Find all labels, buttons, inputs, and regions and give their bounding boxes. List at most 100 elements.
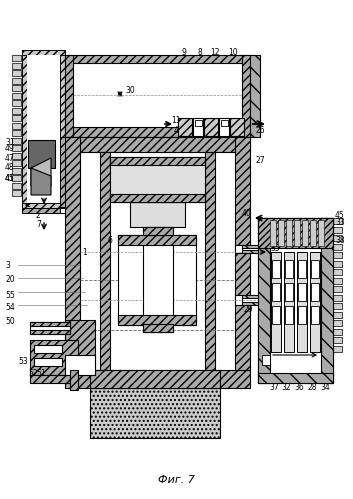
Bar	[311, 283, 319, 301]
Bar	[12, 77, 21, 83]
Bar	[30, 330, 70, 334]
Bar	[22, 50, 65, 55]
Bar	[118, 235, 196, 245]
Bar	[242, 295, 258, 305]
Bar	[30, 375, 70, 383]
Bar	[242, 295, 258, 298]
Bar	[258, 218, 333, 228]
Bar	[12, 190, 21, 196]
Bar	[30, 322, 70, 326]
Bar	[271, 252, 281, 352]
Bar	[65, 55, 250, 63]
Bar	[12, 115, 21, 121]
Bar	[298, 283, 306, 301]
Text: 29: 29	[244, 305, 253, 314]
Text: 55: 55	[5, 290, 15, 299]
Text: 8: 8	[197, 47, 202, 56]
Bar	[235, 137, 250, 370]
Bar	[311, 260, 319, 278]
Text: 46: 46	[174, 126, 184, 135]
Bar	[278, 220, 284, 246]
Bar	[73, 63, 242, 127]
Bar	[22, 50, 27, 208]
Bar	[100, 152, 110, 370]
Bar	[12, 62, 21, 68]
Bar	[262, 355, 270, 365]
Text: 27: 27	[255, 156, 265, 165]
Bar	[333, 337, 342, 343]
Bar	[318, 220, 324, 246]
Bar	[258, 373, 333, 383]
Bar	[130, 202, 185, 227]
Bar	[230, 118, 244, 136]
Bar	[143, 227, 173, 235]
Bar	[110, 157, 205, 202]
Text: 40: 40	[242, 209, 252, 218]
Bar	[12, 85, 21, 91]
Bar	[90, 370, 220, 388]
Bar	[118, 315, 196, 325]
Text: 30: 30	[125, 85, 135, 94]
Bar	[65, 320, 95, 375]
Bar	[310, 252, 320, 352]
Bar	[12, 130, 21, 136]
Bar	[12, 175, 21, 181]
Bar	[12, 92, 21, 98]
Bar	[12, 160, 21, 166]
Text: 4: 4	[156, 275, 160, 284]
Text: 9: 9	[182, 47, 187, 56]
Bar	[143, 227, 173, 332]
Bar	[286, 220, 292, 246]
Text: 45: 45	[5, 174, 15, 183]
Bar	[285, 306, 293, 324]
Bar	[298, 260, 306, 278]
Bar	[258, 218, 333, 383]
Bar	[285, 283, 293, 301]
Bar	[219, 118, 229, 136]
Bar	[294, 220, 300, 246]
Bar	[28, 140, 55, 168]
Bar	[27, 55, 60, 203]
Bar	[12, 70, 21, 76]
Bar	[284, 252, 294, 352]
Bar	[333, 227, 342, 233]
Bar	[12, 168, 21, 174]
Bar	[65, 137, 250, 152]
Bar	[321, 218, 333, 383]
Bar	[110, 194, 205, 202]
Bar	[272, 306, 280, 324]
Bar	[12, 138, 21, 144]
Text: 34: 34	[320, 384, 330, 393]
Bar	[297, 252, 307, 352]
Polygon shape	[31, 158, 51, 186]
Bar	[333, 303, 342, 309]
Bar	[333, 320, 342, 326]
Text: 2: 2	[36, 211, 41, 220]
Bar	[22, 203, 65, 208]
Bar	[110, 157, 205, 165]
Bar	[118, 235, 196, 325]
Bar	[30, 340, 78, 375]
Bar	[333, 311, 342, 317]
Text: 3: 3	[5, 260, 10, 269]
Bar	[298, 306, 306, 324]
Bar	[272, 283, 280, 301]
Text: Фиг. 7: Фиг. 7	[157, 475, 195, 485]
Bar	[12, 145, 21, 151]
Bar	[65, 127, 250, 137]
Bar	[250, 55, 260, 137]
Bar	[333, 260, 342, 266]
Polygon shape	[31, 168, 51, 195]
Bar	[311, 306, 319, 324]
Text: 20: 20	[5, 275, 14, 284]
Bar	[60, 50, 65, 208]
Text: 49: 49	[5, 144, 15, 153]
Bar	[30, 322, 70, 334]
Bar	[333, 328, 342, 334]
Text: 38: 38	[335, 236, 345, 245]
Bar	[60, 208, 65, 213]
Bar	[333, 277, 342, 283]
Bar	[65, 55, 73, 137]
Bar	[333, 294, 342, 300]
Bar	[70, 370, 78, 390]
